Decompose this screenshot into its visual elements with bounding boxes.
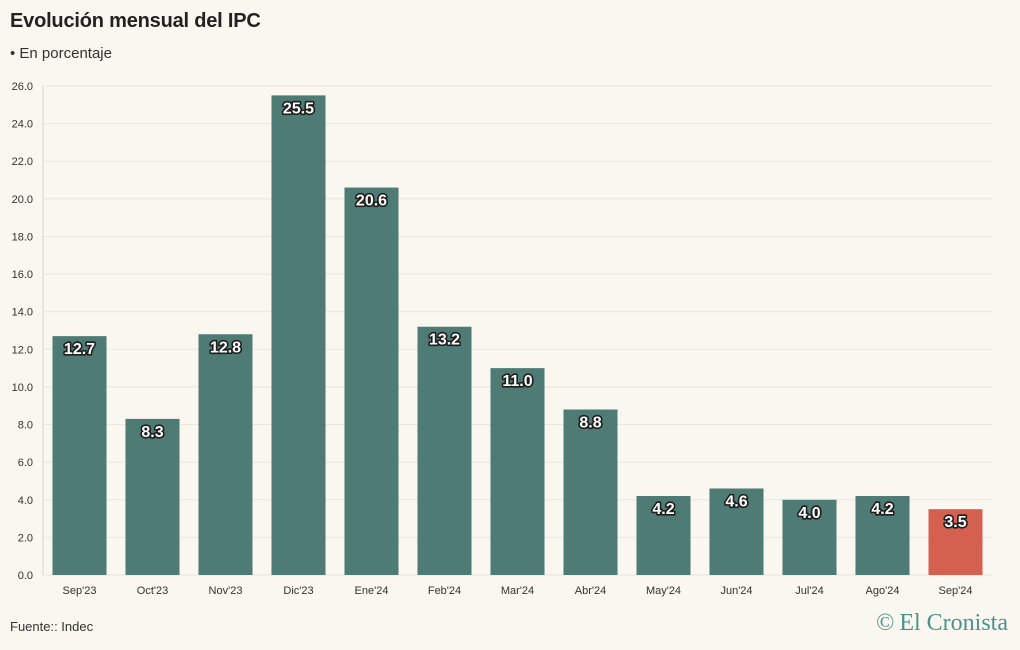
x-axis: Sep'23 Oct'23 Nov'23 Dic'23 Ene'24 Feb'24 Mar'… [63,585,973,597]
x-tick-label: Jul'24 [795,585,823,597]
x-tick-label: Oct'23 [137,585,168,597]
bar [52,336,107,575]
bar-value-label: 11.0 [502,373,532,390]
bar [928,509,983,575]
copyright-icon: © [876,610,895,636]
bar [198,334,253,575]
y-tick-label: 6.0 [18,457,33,469]
x-tick-label: Dic'23 [283,585,313,597]
y-tick-label: 22.0 [12,156,33,168]
chart-subtitle: • En porcentaje [10,45,112,62]
bar [125,418,180,575]
x-tick-label: May'24 [646,585,681,597]
y-tick-label: 0.0 [18,570,33,582]
y-tick-label: 4.0 [18,495,33,507]
y-axis: 0.0 2.0 4.0 6.0 8.0 10.0 12.0 14.0 16.0 18.0 20.0 2… [12,81,44,582]
x-tick-label: Ene'24 [355,585,389,597]
bars [52,95,983,576]
y-tick-label: 24.0 [12,119,33,131]
bar [271,95,326,576]
bar [782,499,837,575]
bar-value-label: 25.5 [283,100,314,117]
y-tick-label: 14.0 [12,307,33,319]
x-tick-label: Feb'24 [428,585,461,597]
bar-value-label: 8.8 [579,414,601,431]
bar-value-label: 4.2 [871,501,893,518]
y-tick-label: 20.0 [12,194,33,206]
x-tick-label: Ago'24 [866,585,900,597]
y-tick-label: 2.0 [18,532,33,544]
bar [344,187,399,576]
x-tick-label: Abr'24 [575,585,606,597]
y-tick-label: 16.0 [12,269,33,281]
bar-value-label: 4.2 [652,501,674,518]
value-labels: 12.7 8.3 12.8 25.5 20.6 13.2 11.0 8.8 4.2 4.6 4.0 4… [62,99,968,533]
bar [709,488,764,575]
y-tick-label: 12.0 [12,344,33,356]
bar-value-label: 13.2 [429,332,460,349]
bar [636,496,691,575]
y-tick-label: 26.0 [12,81,33,93]
bar [490,368,545,575]
bar-value-label: 12.8 [210,339,241,356]
bar-value-label: 8.3 [141,424,163,441]
x-tick-label: Sep'23 [63,585,97,597]
bar-value-label: 3.5 [944,514,966,531]
chart-title: Evolución mensual del IPC [10,10,261,32]
y-tick-label: 10.0 [12,382,33,394]
x-tick-label: Sep'24 [939,585,973,597]
bar-value-label: 12.7 [64,341,95,358]
bar [563,409,618,575]
bar [855,496,910,575]
bar-value-label: 20.6 [356,193,387,210]
x-tick-label: Mar'24 [501,585,534,597]
bar [417,326,472,575]
bar-value-label: 4.0 [798,505,820,522]
y-tick-label: 18.0 [12,231,33,243]
source-note: Fuente:: Indec [10,619,94,634]
bar-value-label: 4.6 [725,493,747,510]
logo-text: El Cronista [899,610,1008,636]
y-tick-label: 8.0 [18,420,33,432]
x-tick-label: Jun'24 [720,585,752,597]
x-tick-label: Nov'23 [209,585,243,597]
el-cronista-logo: © El Cronista [876,610,1008,637]
